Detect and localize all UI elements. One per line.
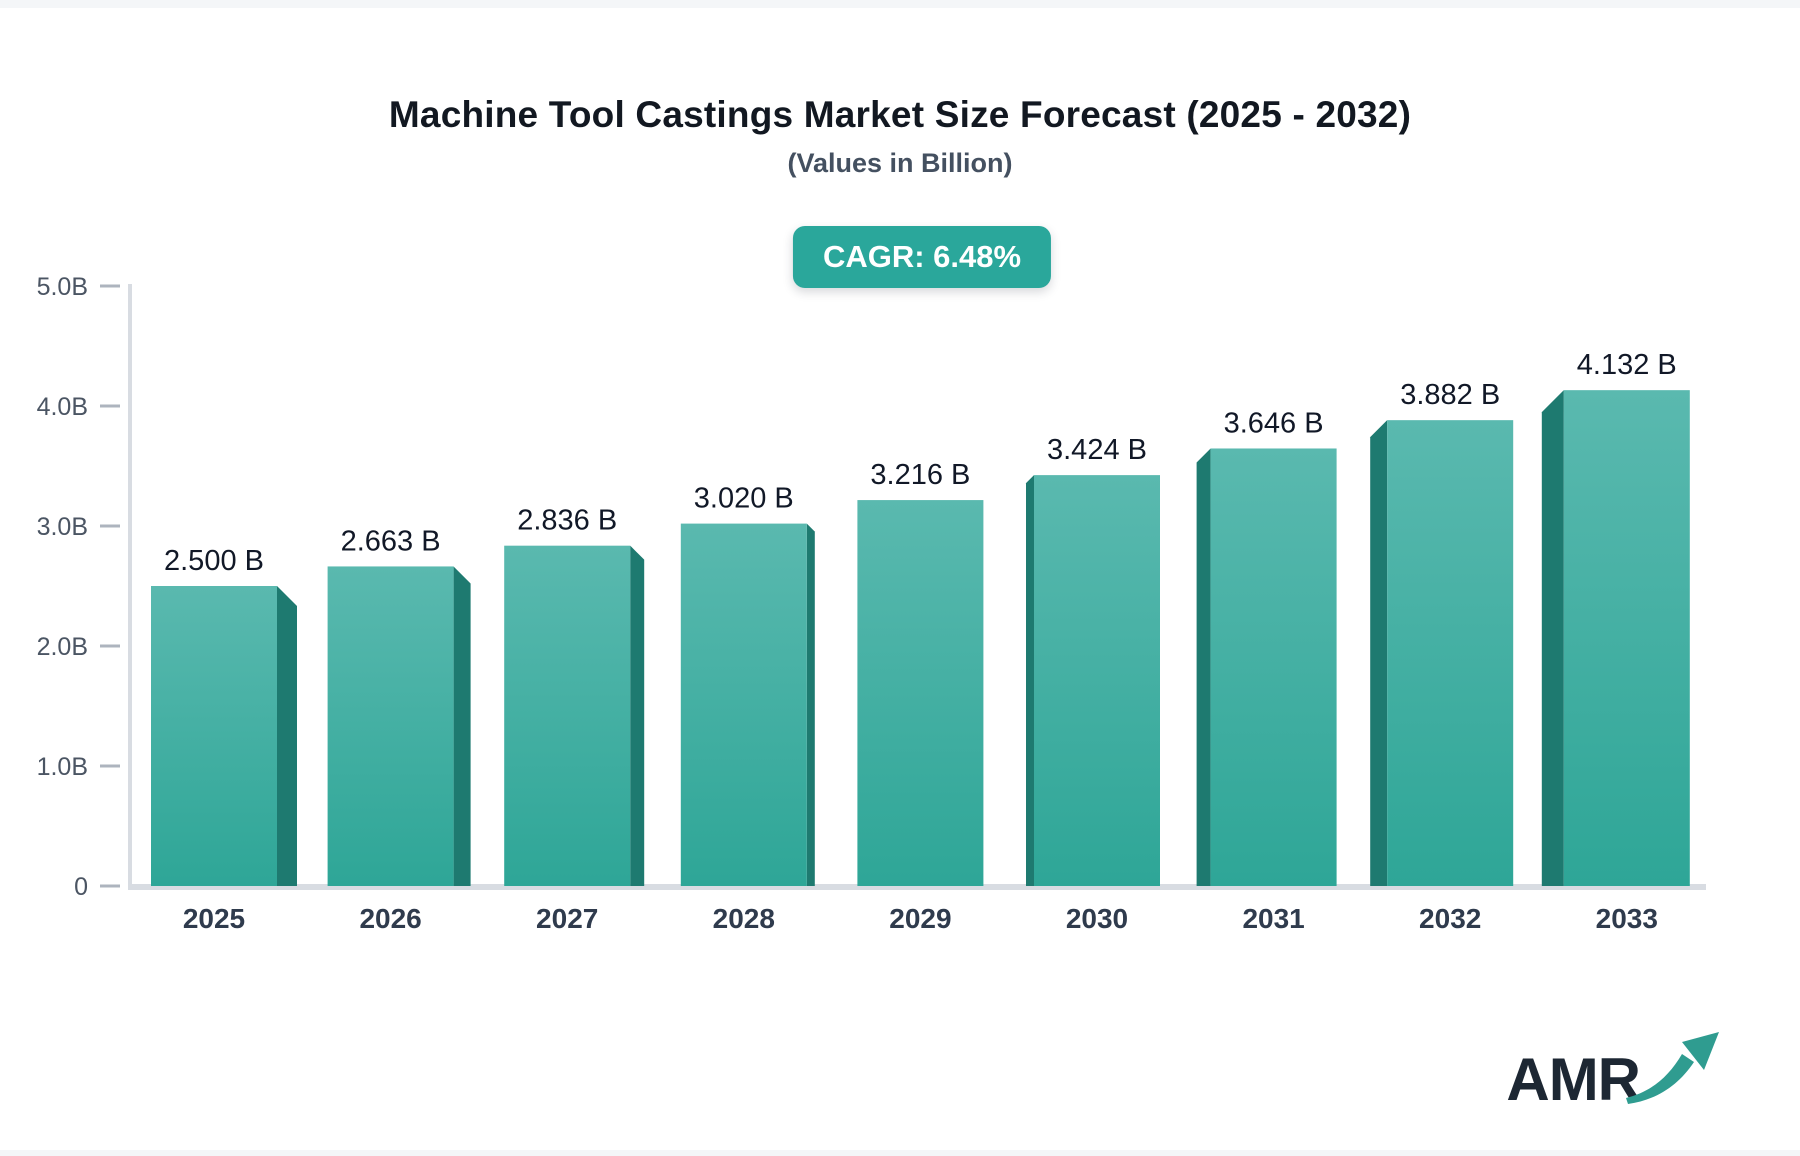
bar-value-label: 2.500 B	[164, 545, 264, 577]
y-tick-label: 4.0B	[37, 393, 88, 421]
bar-group-2027: 2.836 B 2027	[504, 505, 645, 934]
bar-value-label: 3.216 B	[870, 459, 970, 491]
bar-side-face	[1026, 475, 1034, 886]
x-axis-label: 2032	[1419, 903, 1481, 934]
y-tick-label: 3.0B	[37, 513, 88, 541]
bar-group-2026: 2.663 B 2026	[327, 525, 471, 934]
bar-group-2029: 3.216 B 2029	[857, 459, 984, 934]
bar-value-label: 3.424 B	[1047, 434, 1147, 466]
bar-value-label: 3.020 B	[694, 483, 794, 515]
bar	[1387, 420, 1514, 886]
x-axis-label: 2028	[713, 903, 775, 934]
bar-group-2025: 2.500 B 2025	[151, 545, 297, 934]
bar-side-face	[1370, 420, 1388, 886]
bar-group-2033: 4.132 B 2033	[1541, 349, 1690, 934]
bar-side-face	[806, 523, 815, 886]
x-axis-label: 2031	[1242, 903, 1304, 934]
bar	[1563, 390, 1690, 886]
chart-subtitle: (Values in Billion)	[787, 148, 1013, 178]
bar-value-label: 3.882 B	[1400, 379, 1500, 411]
bar-group-2031: 3.646 B 2031	[1196, 407, 1337, 934]
bar-side-face	[630, 545, 645, 886]
chart-title: Machine Tool Castings Market Size Foreca…	[388, 94, 1412, 135]
bar-group-2030: 3.424 B 2030	[1026, 434, 1160, 934]
bar-side-face	[453, 566, 471, 886]
bar-group-2032: 3.882 B 2032	[1370, 379, 1514, 934]
bar	[504, 545, 631, 886]
growth-arrow-icon	[1626, 1032, 1719, 1104]
bar-side-face	[277, 586, 297, 886]
x-axis-label: 2029	[889, 903, 951, 934]
y-tick-label: 0	[74, 873, 88, 901]
cagr-badge: CAGR: 6.48%	[792, 226, 1052, 288]
bar	[151, 586, 277, 886]
x-axis-label: 2030	[1066, 903, 1128, 934]
bar	[1034, 475, 1160, 886]
y-tick-label: 5.0B	[37, 273, 88, 301]
x-axis-label: 2027	[536, 903, 598, 934]
y-tick-label: 2.0B	[37, 633, 88, 661]
bar-side-face	[1541, 390, 1564, 886]
bar	[1210, 448, 1337, 886]
amr-logo-text: AMR	[1506, 1046, 1641, 1113]
x-axis-label: 2025	[183, 903, 245, 934]
bar-value-label: 4.132 B	[1577, 349, 1677, 381]
bar	[327, 566, 454, 886]
bar-value-label: 2.663 B	[341, 525, 441, 557]
page-background-strip-top	[0, 0, 1800, 8]
bar-value-label: 3.646 B	[1224, 407, 1324, 439]
x-axis-label: 2033	[1596, 903, 1658, 934]
bar-value-label: 2.836 B	[517, 505, 617, 537]
amr-logo: AMR	[1506, 1030, 1722, 1110]
bar-group-2028: 3.020 B 2028	[680, 483, 815, 934]
page-background-strip-bottom	[0, 1150, 1800, 1156]
bar-side-face	[1196, 448, 1211, 886]
x-axis-label: 2026	[359, 903, 421, 934]
bar	[680, 523, 807, 886]
bar	[857, 500, 984, 886]
y-tick-label: 1.0B	[37, 753, 88, 781]
